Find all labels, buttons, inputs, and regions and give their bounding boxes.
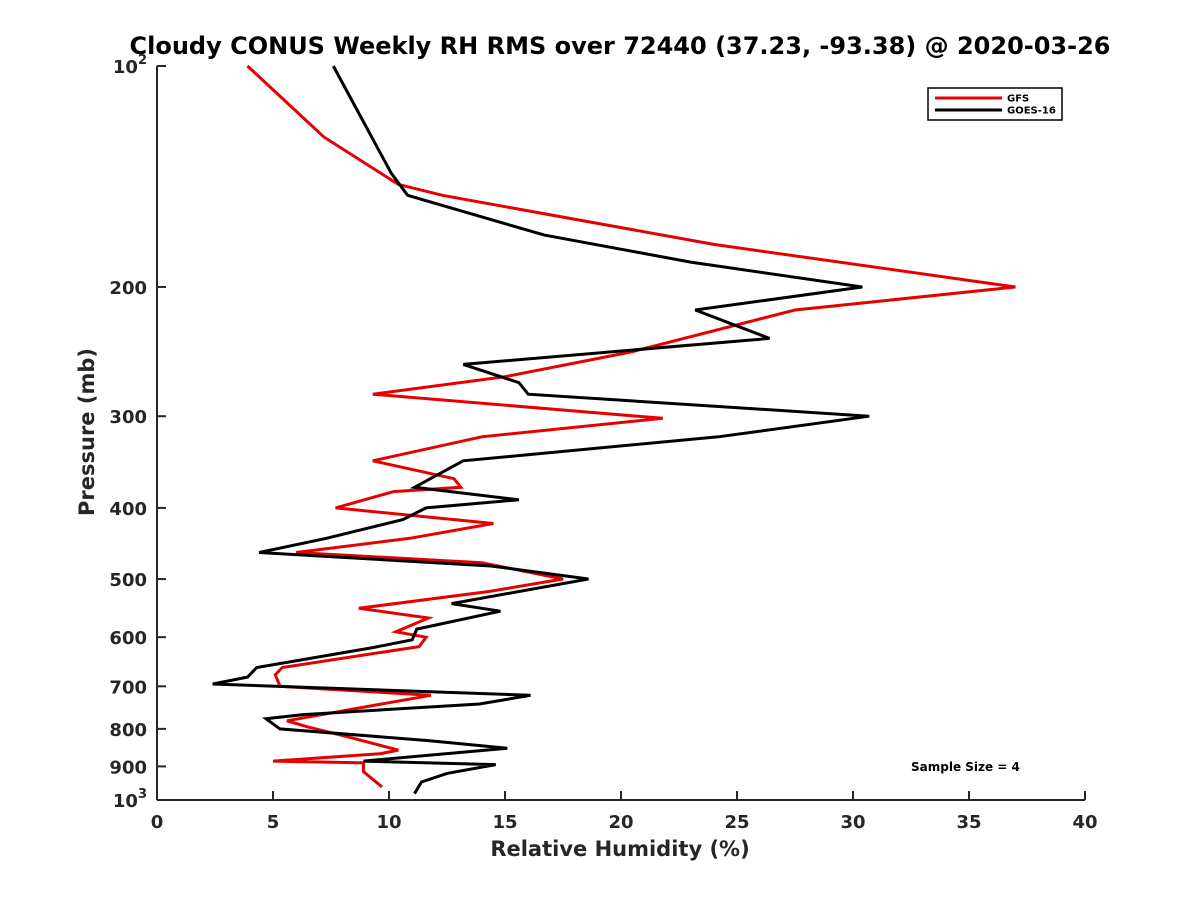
x-axis-label: Relative Humidity (%): [490, 837, 749, 861]
x-tick-label: 15: [492, 812, 517, 833]
chart-title: Cloudy CONUS Weekly RH RMS over 72440 (3…: [130, 32, 1111, 60]
axes-layer: 0 5 10 15 20 25 30 35 40 102 200 300 400 500 600 700 800…: [109, 53, 1097, 833]
y-tick-label: 102: [113, 53, 147, 78]
legend: GFS GOES-16: [927, 87, 1063, 121]
series-line-gfs: [246, 64, 1016, 789]
x-tick-label: 0: [151, 812, 164, 833]
y-tick-label: 800: [109, 720, 147, 741]
series-layer: [212, 64, 1016, 795]
series-line-goes-16: [212, 65, 870, 795]
y-tick-label: 900: [109, 757, 147, 778]
y-tick-label: 200: [109, 278, 147, 299]
x-tick-label: 35: [956, 812, 981, 833]
x-tick-label: 40: [1072, 812, 1097, 833]
y-tick-label: 103: [113, 787, 147, 812]
x-tick-label: 5: [267, 812, 280, 833]
y-tick-label: 500: [109, 570, 147, 591]
x-tick-label: 10: [376, 812, 401, 833]
y-tick-label: 300: [109, 407, 147, 428]
y-axis-label: Pressure (mb): [75, 348, 99, 516]
sample-size-annotation: Sample Size = 4: [911, 760, 1020, 774]
y-tick-label: 700: [109, 677, 147, 698]
x-tick-label: 20: [608, 812, 633, 833]
y-tick-label: 400: [109, 499, 147, 520]
legend-goes-label: GOES-16: [1007, 106, 1056, 117]
legend-box: [927, 87, 1063, 121]
x-tick-label: 30: [840, 812, 865, 833]
x-tick-label: 25: [724, 812, 749, 833]
y-tick-label: 600: [109, 628, 147, 649]
legend-gfs-label: GFS: [1007, 94, 1029, 105]
plot-area: 0 5 10 15 20 25 30 35 40 102 200 300 400 500 600 700 800…: [109, 53, 1097, 833]
